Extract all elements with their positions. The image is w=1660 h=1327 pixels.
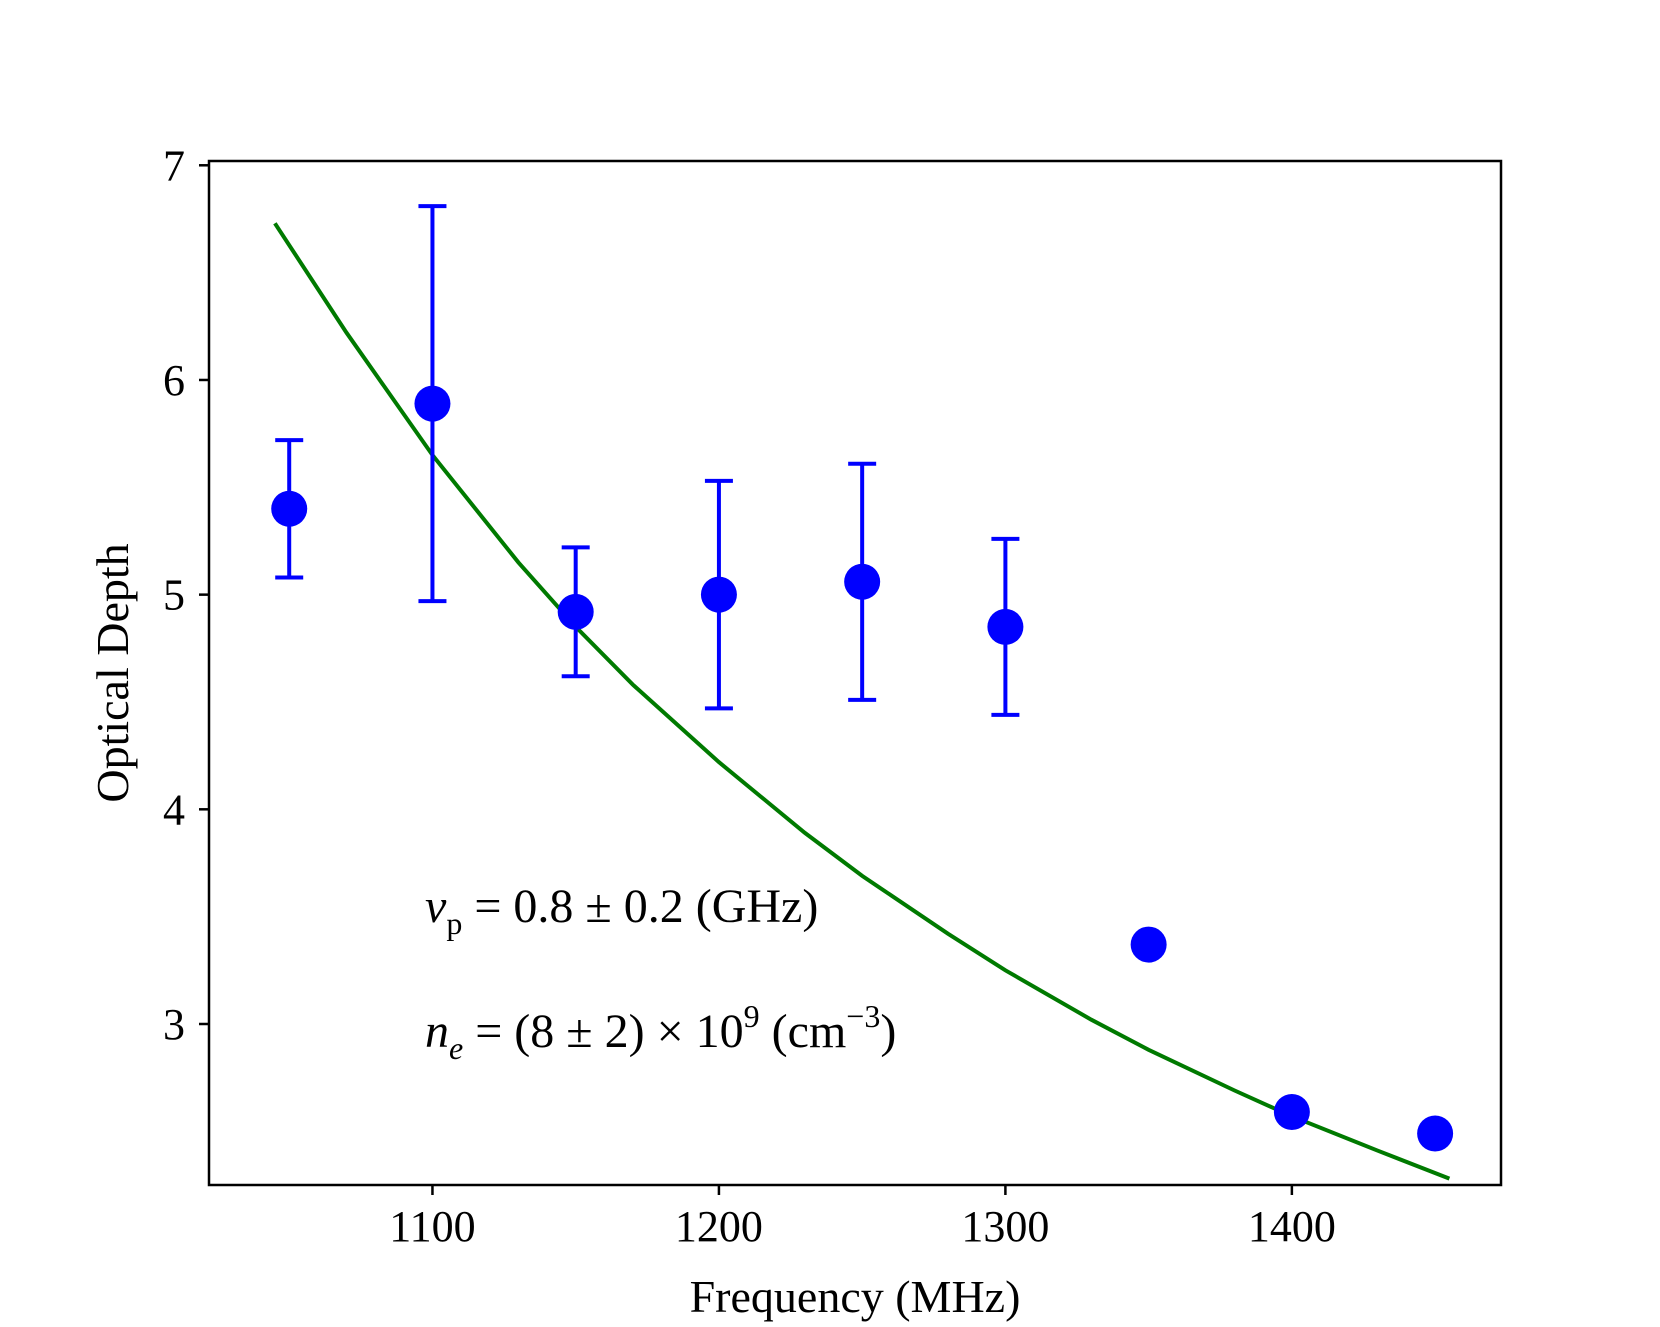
annotation-n-e: ne = (8 ± 2) × 109 (cm−3) [425,998,896,1066]
fit-curve [273,222,1451,1181]
y-tick-label: 4 [163,785,185,834]
x-tick-label: 1100 [389,1202,475,1251]
plot-frame [207,159,1503,1187]
data-point [271,490,308,527]
annotation-nu-p: νp = 0.8 ± 0.2 (GHz) [425,880,818,941]
data-point [414,385,451,422]
y-tick-label: 3 [163,1000,185,1049]
data-point [700,576,737,613]
x-axis-ticks: 1100 1200 1300 1400 [389,1185,1336,1251]
data-point [987,608,1024,645]
data-point [557,593,594,630]
x-tick-label: 1200 [675,1202,763,1251]
x-tick-label: 1300 [961,1202,1049,1251]
y-tick-label: 5 [163,571,185,620]
data-point [1417,1115,1454,1152]
data-point [844,563,881,600]
fit-curve-layer [273,222,1451,1181]
x-axis-label: Frequency (MHz) [690,1271,1021,1322]
data-point [1273,1094,1310,1131]
y-axis-ticks: 3 4 5 6 7 [163,141,209,1049]
y-tick-label: 7 [163,141,185,190]
error-bar-layer [275,204,1020,717]
data-point [1130,926,1167,963]
x-tick-label: 1400 [1248,1202,1336,1251]
data-point-layer [271,385,1454,1152]
y-tick-label: 6 [163,356,185,405]
y-axis-label: Optical Depth [87,543,138,802]
